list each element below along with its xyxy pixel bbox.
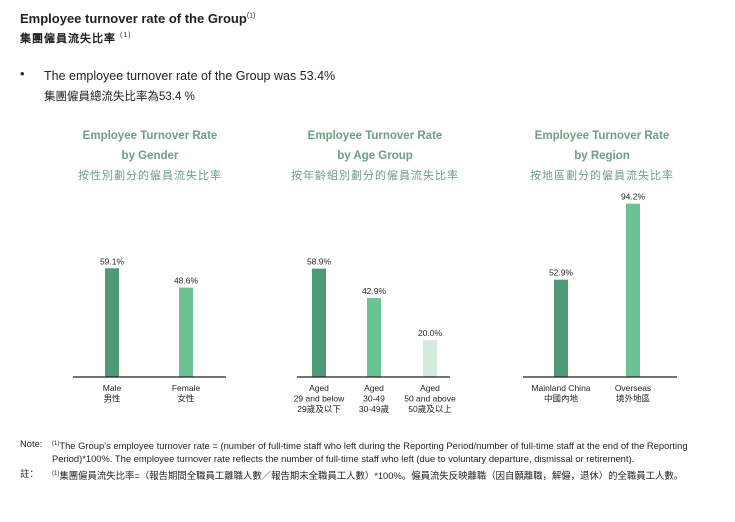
gender-chart-title-line1: Employee Turnover Rate [82, 130, 218, 142]
age-chart-title: Employee Turnover Rate by Age Group 按年齡組… [275, 126, 475, 186]
gender-data-label-0: 59.1% [100, 256, 125, 266]
region-category-label-1-1: 境外地區 [616, 394, 650, 404]
region-bar-1 [626, 203, 640, 377]
age-bar-2 [423, 340, 437, 377]
region-category-label-1-0: Overseas [615, 383, 651, 393]
gender-category-label-0-0: Male [103, 383, 122, 393]
footnote-marker-en: (1) [52, 441, 60, 447]
age-category-label-1-0: Aged [364, 383, 384, 393]
bullet-icon: • [20, 66, 25, 81]
age-chart-title-line2: by Age Group [337, 150, 413, 162]
age-bar-0 [312, 268, 326, 377]
age-category-label-2-0: Aged [420, 383, 440, 393]
gender-bar-0 [105, 268, 119, 377]
region-bar-0 [554, 279, 568, 377]
region-category-label-0-1: 中國內地 [544, 394, 579, 404]
footnote-text-zh: 集團僱員流失比率=（報告期間全職員工離職人數／報告期末全職員工人數）*100%。… [59, 470, 684, 482]
age-data-label-1: 42.9% [362, 286, 387, 296]
age-bar-1 [367, 298, 381, 377]
region-data-label-1: 94.2% [621, 192, 646, 202]
page-title-zh-text: 集團僱員流失比率 [20, 33, 116, 45]
age-category-label-2-1: 50 and above [404, 394, 456, 404]
gender-category-label-1-0: Female [172, 383, 201, 393]
footnotes: Note: (1)The Group’s employee turnover r… [20, 438, 725, 486]
summary-text: The employee turnover rate of the Group … [44, 69, 336, 83]
age-category-label-1-2: 30-49歲 [359, 404, 390, 414]
age-chart-title-line1: Employee Turnover Rate [307, 130, 443, 142]
page-title-zh: 集團僱員流失比率 (1) [20, 30, 132, 46]
summary-text-zh: 集團僱員總流失比率為53.4 % [44, 91, 195, 103]
age-data-label-2: 20.0% [418, 328, 443, 338]
gender-category-label-0-1: 男性 [103, 394, 121, 404]
region-chart-title: Employee Turnover Rate by Region 按地區劃分的僱… [502, 126, 702, 186]
page-title: Employee turnover rate of the Group(1) [20, 11, 255, 26]
gender-chart-title-line2: by Gender [121, 150, 179, 162]
age-data-label-0: 58.9% [307, 257, 332, 267]
gender-category-label-1-1: 女性 [177, 394, 195, 404]
region-chart-title-line2: by Region [574, 150, 630, 162]
footnote-text-en: The Group’s employee turnover rate = (nu… [52, 440, 688, 464]
age-chart-title-zh: 按年齡組別劃分的僱員流失比率 [291, 170, 459, 182]
page-title-text: Employee turnover rate of the Group [20, 11, 247, 26]
title-footnote-marker: (1) [246, 12, 256, 20]
title-zh-footnote-marker: (1) [120, 32, 132, 40]
age-category-label-0-2: 29歲及以下 [297, 404, 341, 414]
footnote-marker-zh: (1) [52, 471, 60, 478]
age-category-label-1-1: 30-49 [363, 394, 385, 404]
region-chart-title-zh: 按地區劃分的僱員流失比率 [530, 170, 674, 182]
gender-chart-title: Employee Turnover Rate by Gender 按性別劃分的僱… [50, 126, 250, 186]
age-category-label-0-1: 29 and below [294, 394, 345, 404]
region-data-label-0: 52.9% [549, 268, 574, 278]
region-category-label-0-0: Mainland China [531, 383, 590, 393]
footnote-zh: 註： (1)集團僱員流失比率=（報告期間全職員工離職人數／報告期末全職員工人數）… [20, 468, 725, 483]
region-chart-title-line1: Employee Turnover Rate [534, 130, 670, 142]
footnote-en: Note: (1)The Group’s employee turnover r… [20, 438, 725, 465]
footnote-label-en: Note: [20, 438, 43, 449]
footnote-label-zh: 註： [20, 468, 39, 480]
gender-data-label-1: 48.6% [174, 276, 199, 286]
age-category-label-0-0: Aged [309, 383, 329, 393]
age-category-label-2-2: 50歲及以上 [408, 404, 452, 414]
gender-chart-title-zh: 按性別劃分的僱員流失比率 [78, 170, 222, 182]
gender-bar-1 [179, 287, 193, 377]
